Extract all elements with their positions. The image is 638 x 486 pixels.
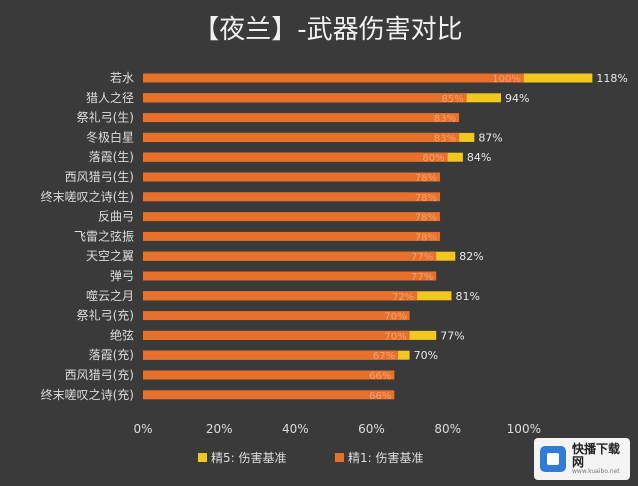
bar-series xyxy=(143,73,593,400)
legend-swatch-refine5 xyxy=(198,453,207,462)
value-label-refine1: 78% xyxy=(415,213,437,224)
x-tick-label: 40% xyxy=(282,422,309,436)
value-label-refine5: 82% xyxy=(459,250,483,263)
category-label: 祭礼弓(充) xyxy=(77,308,134,323)
category-label: 终末嗟叹之诗(生) xyxy=(41,189,134,204)
bar-refine1 xyxy=(143,390,395,400)
bar-refine1 xyxy=(143,152,448,162)
value-label-refine1: 78% xyxy=(415,193,437,204)
category-label: 终末嗟叹之诗(充) xyxy=(41,387,134,402)
value-label-refine5: 118% xyxy=(596,72,627,85)
bar-refine1 xyxy=(143,93,467,103)
value-label-refine1: 70% xyxy=(384,331,406,342)
value-label-refine1: 66% xyxy=(369,391,391,402)
bar-refine1 xyxy=(143,172,441,182)
value-label-refine5: 84% xyxy=(467,151,491,164)
legend-label-refine1: 精1: 伤害基准 xyxy=(348,450,424,465)
x-tick-label: 60% xyxy=(358,422,385,436)
value-label-refine5: 94% xyxy=(505,92,529,105)
bar-refine1 xyxy=(143,370,395,380)
value-label-refine1: 77% xyxy=(411,272,433,283)
bar-refine1 xyxy=(143,132,460,142)
value-label-refine5: 70% xyxy=(414,349,438,362)
bar-refine1 xyxy=(143,291,418,301)
category-label: 若水 xyxy=(110,71,134,85)
chart-title: 【夜兰】-武器伤害对比 xyxy=(193,15,462,45)
category-label: 弹弓 xyxy=(110,269,134,283)
x-tick-label: 100% xyxy=(507,422,541,436)
value-label-refine1: 66% xyxy=(369,371,391,382)
category-label: 落霞(生) xyxy=(89,150,134,164)
value-label-refine1: 70% xyxy=(384,312,406,323)
category-label: 噬云之月 xyxy=(86,288,134,303)
bar-refine1 xyxy=(143,192,441,202)
value-label-refine1: 85% xyxy=(441,94,463,105)
category-label: 祭礼弓(生) xyxy=(77,110,134,125)
value-label-refine5: 81% xyxy=(455,290,479,303)
value-label-refine1: 77% xyxy=(411,252,433,263)
bar-refine1 xyxy=(143,350,399,360)
site-watermark: 快播下载网 www.kuaibo.net xyxy=(534,438,630,480)
legend: 精5: 伤害基准 精1: 伤害基准 xyxy=(198,450,424,465)
category-label: 反曲弓 xyxy=(98,210,134,224)
x-tick-label: 0% xyxy=(133,422,152,436)
site-logo-icon xyxy=(540,446,566,472)
legend-label-refine5: 精5: 伤害基准 xyxy=(211,450,287,465)
legend-swatch-refine1 xyxy=(335,453,344,462)
watermark-title: 快播下载网 xyxy=(572,441,621,469)
value-label-refine1: 72% xyxy=(392,292,414,303)
value-label-refine5: 77% xyxy=(440,329,464,342)
bar-refine1 xyxy=(143,73,524,83)
value-label-refine1: 78% xyxy=(415,232,437,243)
value-label-refine1: 80% xyxy=(422,153,444,164)
value-label-refine5: 87% xyxy=(478,131,502,144)
bar-refine1 xyxy=(143,251,437,261)
bar-refine1 xyxy=(143,330,410,340)
category-label: 落霞(充) xyxy=(89,347,134,362)
category-label: 猎人之径 xyxy=(86,91,134,105)
x-tick-label: 80% xyxy=(434,422,461,436)
value-label-refine1: 83% xyxy=(434,133,456,144)
x-tick-label: 20% xyxy=(206,422,233,436)
category-label: 西风猎弓(生) xyxy=(65,170,134,184)
value-label-refine1: 83% xyxy=(434,114,456,125)
bar-refine1 xyxy=(143,271,437,281)
value-label-refine1: 67% xyxy=(373,351,395,362)
value-labels: 100% 118% 85% 94% 83% 83% 87% 80% 84% 78% 78% 78% 78… xyxy=(369,72,628,402)
value-label-refine1: 100% xyxy=(492,74,521,85)
bar-refine1 xyxy=(143,113,460,123)
value-label-refine1: 78% xyxy=(415,173,437,184)
category-label: 绝弦 xyxy=(110,327,134,342)
category-label: 飞雷之弦振 xyxy=(74,228,134,243)
watermark-subtitle: www.kuaibo.net xyxy=(572,467,620,475)
x-axis-ticks: 0% 20% 40% 60% 80% 100% xyxy=(133,422,541,436)
category-label: 冬极白星 xyxy=(86,129,134,144)
bar-refine1 xyxy=(143,212,441,222)
category-label: 天空之翼 xyxy=(86,249,134,263)
bar-refine1 xyxy=(143,231,441,241)
category-label: 西风猎弓(充) xyxy=(65,367,134,382)
bar-refine1 xyxy=(143,311,410,321)
